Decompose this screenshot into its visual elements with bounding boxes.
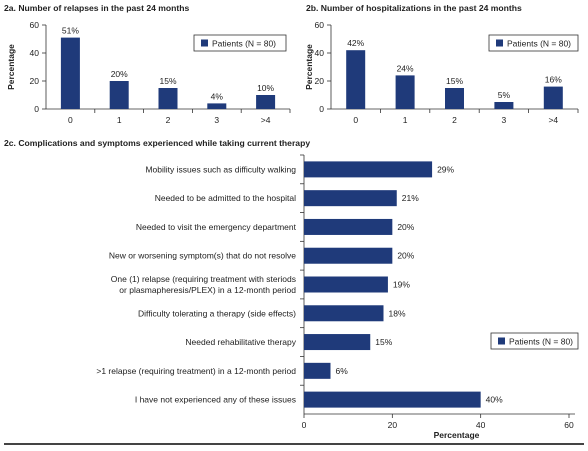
chart-2a-y-tick-label: 40 [30, 48, 40, 58]
chart-2c-legend-box [490, 332, 579, 350]
chart-2b-y-tick-label: 20 [315, 76, 325, 86]
chart-2a-title: 2a. Number of relapses in the past 24 mo… [4, 3, 190, 13]
chart-2b-data-label: 42% [347, 38, 364, 48]
chart-2c-x-tick-label: 40 [476, 420, 486, 430]
chart-2c-data-label: 19% [393, 280, 410, 290]
chart-2c-data-label: 40% [486, 395, 503, 405]
chart-2c-category-label-line: or plasmapheresis/PLEX) in a 12-month pe… [119, 285, 296, 295]
chart-2c-category-label-line: I have not experienced any of these issu… [135, 395, 296, 405]
chart-2a-data-label: 20% [111, 69, 128, 79]
chart-2c-data-label: 15% [375, 337, 392, 347]
chart-2c-category-label: Mobility issues such as difficulty walki… [145, 164, 296, 174]
chart-2a-bar [60, 37, 80, 109]
chart-2c-x-tick-label: 60 [564, 420, 574, 430]
chart-2c-bar [304, 391, 481, 408]
chart-2a-y-axis-label: Percentage [6, 44, 16, 90]
chart-2a-y-tick-label: 60 [30, 20, 40, 30]
chart-2b-x-tick-label: >4 [548, 115, 558, 125]
chart-2a-legend-swatch [201, 39, 208, 47]
chart-2b-bar [395, 75, 415, 109]
chart-2b-bar [494, 102, 514, 109]
chart-2b-title: 2b. Number of hospitalizations in the pa… [306, 3, 522, 13]
chart-2c-category-label-line: One (1) relapse (requiring treatment wit… [111, 274, 296, 284]
chart-2b-legend-swatch [496, 39, 503, 47]
chart-2c-legend-label: Patients (N = 80) [509, 337, 573, 347]
chart-2b-y-tick-label: 40 [315, 48, 325, 58]
chart-2b-y-tick-label: 0 [319, 104, 324, 114]
chart-2a-x-tick-label: 2 [166, 115, 171, 125]
chart-2a-data-label: 51% [62, 26, 79, 36]
chart-2a-legend-box [193, 34, 287, 52]
chart-2c-complications: 2c. Complications and symptoms experienc… [4, 138, 579, 440]
chart-2b-x-tick-label: 3 [502, 115, 507, 125]
chart-2c-title: 2c. Complications and symptoms experienc… [4, 138, 310, 148]
chart-2a-legend-label: Patients (N = 80) [212, 39, 276, 49]
chart-2c-category-label: Difficulty tolerating a therapy (side ef… [138, 308, 296, 318]
chart-2c-bar [304, 190, 397, 207]
chart-2a-data-label: 15% [159, 76, 176, 86]
chart-2c-data-label: 29% [437, 164, 454, 174]
chart-2a-y-tick-label: 20 [30, 76, 40, 86]
chart-2c-bar [304, 247, 393, 264]
chart-2b-y-axis-label: Percentage [304, 44, 314, 90]
chart-2c-category-label: Needed to visit the emergency department [136, 222, 297, 232]
chart-2c-x-tick-label: 0 [302, 420, 307, 430]
chart-2b-data-label: 16% [545, 75, 562, 85]
chart-2b-bar [346, 50, 366, 109]
chart-2c-bar [304, 334, 371, 351]
chart-2b-data-label: 5% [498, 90, 511, 100]
chart-2b-legend-box [488, 34, 579, 52]
chart-2c-category-label: I have not experienced any of these issu… [135, 395, 296, 405]
chart-2a-x-tick-label: 1 [117, 115, 122, 125]
chart-2c-data-label: 6% [336, 366, 349, 376]
chart-2a-y-tick-label: 0 [34, 104, 39, 114]
chart-2c-bar [304, 305, 384, 322]
chart-2c-category-label-line: New or worsening symptom(s) that do not … [109, 251, 296, 261]
chart-2a-relapses: 2a. Number of relapses in the past 24 mo… [4, 3, 291, 125]
chart-2c-data-label: 20% [397, 251, 414, 261]
chart-2c-category-label-line: Needed rehabilitative therapy [185, 337, 296, 347]
chart-2c-x-axis-label: Percentage [434, 430, 480, 440]
chart-2c-category-label-line: Mobility issues such as difficulty walki… [145, 164, 296, 174]
chart-2a-x-tick-label: 3 [214, 115, 219, 125]
chart-2c-bar [304, 161, 433, 178]
chart-2c-data-label: 18% [389, 308, 406, 318]
chart-2c-category-label: One (1) relapse (requiring treatment wit… [111, 274, 296, 295]
chart-2b-y-tick-label: 60 [315, 20, 325, 30]
chart-2c-category-label-line: Difficulty tolerating a therapy (side ef… [138, 308, 296, 318]
chart-2b-legend-label: Patients (N = 80) [507, 39, 571, 49]
chart-2c-bar [304, 362, 331, 379]
chart-2c-x-tick-label: 20 [388, 420, 398, 430]
chart-2a-bar [109, 81, 129, 109]
chart-2c-category-label-line: >1 relapse (requiring treatment) in a 12… [96, 366, 296, 376]
chart-2c-category-label: New or worsening symptom(s) that do not … [109, 251, 296, 261]
chart-2c-bar [304, 218, 393, 235]
chart-2c-data-label: 21% [402, 193, 419, 203]
chart-2c-bar [304, 276, 388, 293]
chart-2c-category-label: Needed rehabilitative therapy [185, 337, 296, 347]
chart-2b-x-tick-label: 2 [452, 115, 457, 125]
chart-2b-x-tick-label: 1 [403, 115, 408, 125]
chart-2b-data-label: 24% [397, 63, 414, 73]
chart-2b-data-label: 15% [446, 76, 463, 86]
chart-2a-data-label: 10% [257, 83, 274, 93]
chart-2c-category-label: Needed to be admitted to the hospital [155, 193, 296, 203]
chart-2a-bar [158, 88, 178, 109]
chart-2a-x-tick-label: >4 [261, 115, 271, 125]
chart-2a-bar [256, 95, 276, 109]
chart-2c-category-label: >1 relapse (requiring treatment) in a 12… [96, 366, 296, 376]
chart-2a-bar [207, 103, 227, 109]
chart-2a-x-tick-label: 0 [68, 115, 73, 125]
chart-2c-data-label: 20% [397, 222, 414, 232]
chart-2c-category-label-line: Needed to visit the emergency department [136, 222, 297, 232]
chart-2b-hospitalizations: 2b. Number of hospitalizations in the pa… [304, 3, 579, 125]
chart-2b-bar [543, 86, 563, 109]
chart-2c-category-label-line: Needed to be admitted to the hospital [155, 193, 296, 203]
chart-2b-x-tick-label: 0 [353, 115, 358, 125]
chart-2a-data-label: 4% [211, 91, 224, 101]
chart-2b-bar [445, 88, 464, 109]
chart-2c-legend-swatch [498, 337, 505, 345]
